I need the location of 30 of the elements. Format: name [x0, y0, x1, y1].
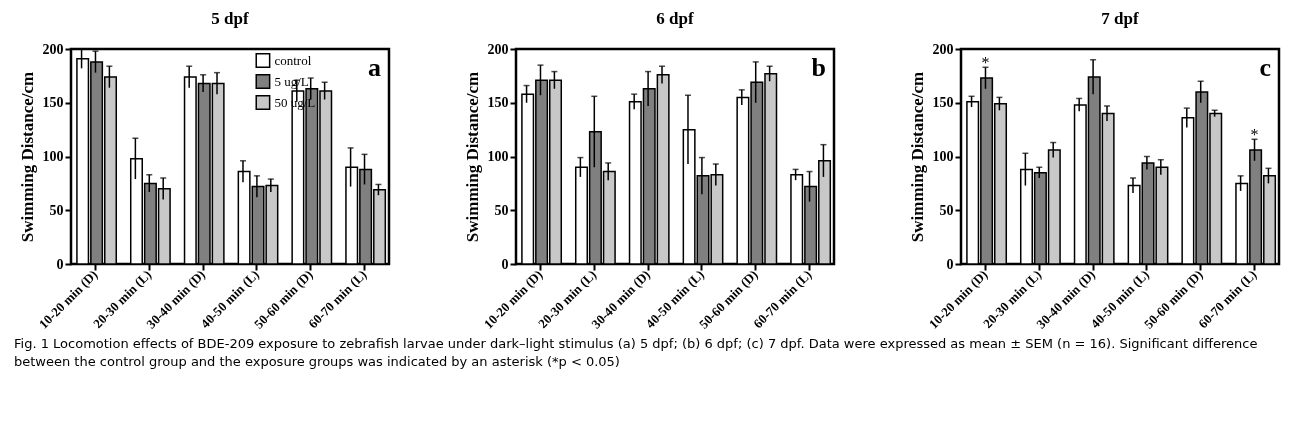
y-tick-label: 150	[42, 95, 64, 111]
annotation: c	[1259, 53, 1271, 82]
y-tick-label: 50	[939, 202, 954, 218]
y-tick-label: 50	[494, 202, 509, 218]
annotation: *	[1250, 126, 1259, 144]
caption: Fig. 1 Locomotion effects of BDE-209 exposure to zebrafish larvae under dark–light stimulus (a) 5 dpf; (b) 6 dpf; (c) 7 dpf. Data were expressed as mean ± SEM (n = 16). Significant difference between the control group and the exposure groups was indicated by an asterisk (*p < 0.05)	[14, 335, 1259, 371]
annotation: b	[811, 53, 826, 82]
y-tick-label: 0	[501, 256, 509, 272]
annotation: a	[368, 53, 381, 82]
y-axis-title: Swimming Distance/cm	[462, 71, 482, 243]
y-axis-title: Swimming Distance/cm	[907, 71, 927, 243]
chart-title: 6 dpf	[656, 9, 694, 28]
legend-label: control	[274, 52, 312, 68]
legend-label: 50 ug/L	[274, 94, 316, 110]
y-tick-label: 150	[932, 95, 954, 111]
y-axis-title: Swimming Distance/cm	[17, 71, 37, 243]
y-tick-label: 100	[932, 149, 954, 164]
chart-title: 5 dpf	[211, 9, 249, 28]
y-tick-label: 50	[49, 202, 64, 218]
y-tick-label: 100	[42, 149, 64, 164]
annotation: *	[981, 54, 990, 72]
y-tick-label: 200	[487, 41, 509, 57]
y-tick-label: 100	[487, 149, 509, 164]
y-tick-label: 0	[946, 256, 954, 272]
y-tick-label: 200	[932, 41, 954, 57]
y-tick-label: 0	[56, 256, 64, 272]
y-tick-label: 150	[487, 95, 509, 111]
y-tick-label: 200	[42, 41, 64, 57]
chart-title: 7 dpf	[1101, 9, 1139, 28]
legend-label: 5 ug/L	[274, 73, 309, 89]
